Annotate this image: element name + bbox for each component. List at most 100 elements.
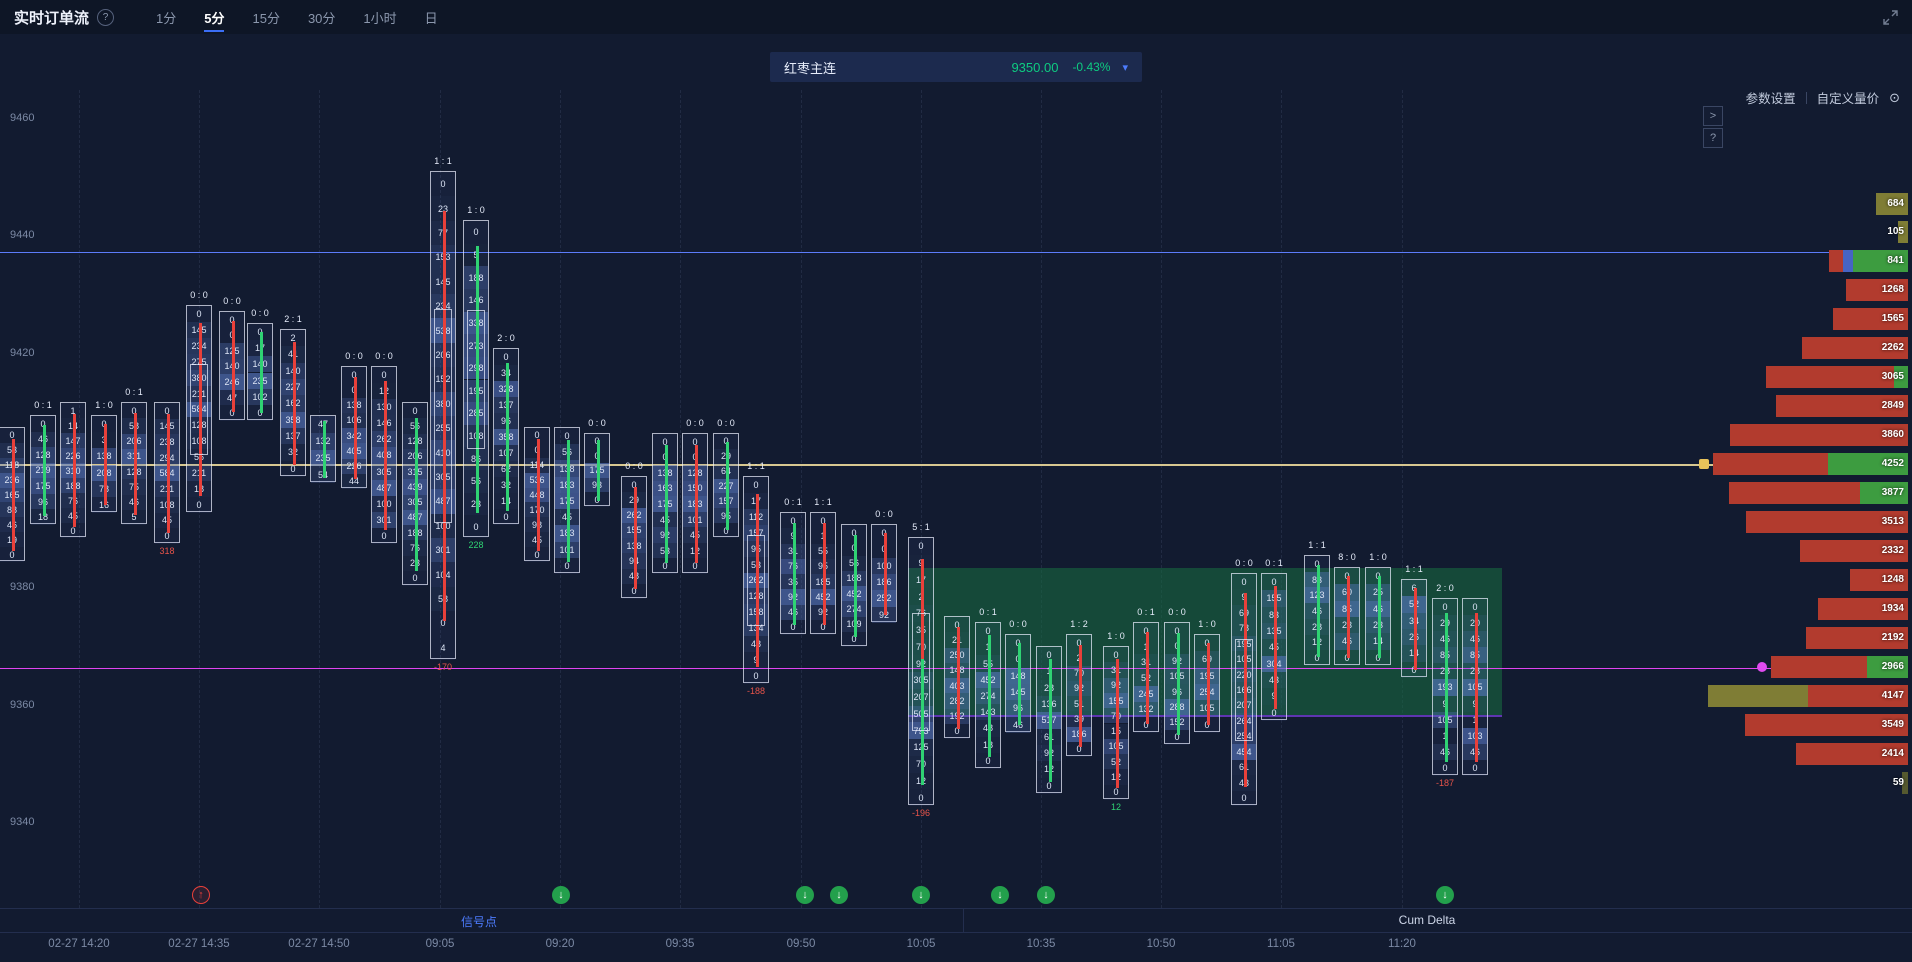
footprint-candle[interactable]: 11414722631018876450 xyxy=(60,402,86,538)
price-cell: 0 xyxy=(976,623,1000,640)
x-axis-label: 09:50 xyxy=(786,938,816,950)
footprint-candle[interactable]: 0531182361658846190 xyxy=(0,427,25,562)
price-cell: 0 xyxy=(744,668,768,684)
delta-line xyxy=(755,493,759,668)
signal-arrow-down[interactable]: ↓ xyxy=(912,886,930,904)
grid-line-vertical xyxy=(319,90,320,908)
imbalance-ratio-label: 1 : 0 xyxy=(1369,552,1387,562)
footprint-candle[interactable]: 0831234628120 xyxy=(1304,555,1330,666)
footprint-candle[interactable]: 014523427538021158412810856211180 xyxy=(186,305,212,513)
imbalance-ratio-label: 0 : 0 xyxy=(625,461,643,471)
footprint-candle[interactable]: 03192155701510552120 xyxy=(1103,646,1129,800)
instrument-selector[interactable]: 红枣主连 9350.00 -0.43% ▾ xyxy=(770,52,1142,82)
tab-timeframe-0[interactable]: 1分 xyxy=(156,10,177,26)
price-cell: 0 xyxy=(525,547,549,562)
footprint-candle[interactable]: 0237715314523453820615238025541030548710… xyxy=(430,171,456,660)
footprint-candle[interactable]: 01711215795532621281581344890 xyxy=(743,476,769,684)
footprint-candle[interactable]: 0013810634240522644 xyxy=(341,366,367,489)
footprint-candle[interactable]: 0212501484032821920 xyxy=(944,616,970,739)
y-axis-label: 9340 xyxy=(10,816,35,828)
timeframe-tabs: 1分 5分 15分 30分 1小时 日 xyxy=(156,0,438,34)
footprint-candle[interactable]: 0171402351020 xyxy=(247,323,273,421)
signal-pane-label[interactable]: 信号点 xyxy=(460,915,497,929)
signal-arrow-down[interactable]: ↓ xyxy=(1436,886,1454,904)
signal-arrow-down[interactable]: ↓ xyxy=(796,886,814,904)
custom-volume-link[interactable]: 自定义量价 xyxy=(1816,92,1880,106)
params-settings-link[interactable]: 参数设置 xyxy=(1745,92,1796,106)
footprint-candle[interactable]: 00561884522741090 xyxy=(841,524,867,647)
signal-arrow-down[interactable]: ↓ xyxy=(552,886,570,904)
footprint-candle[interactable]: 0254623140 xyxy=(1365,567,1391,666)
fullscreen-icon[interactable] xyxy=(1883,9,1898,25)
collapse-panel-button[interactable]: > xyxy=(1703,106,1723,126)
chart-help-button[interactable]: ? xyxy=(1703,128,1723,148)
price-cell: 0 xyxy=(1037,777,1061,794)
footprint-candle[interactable]: 0691952541050 xyxy=(1194,634,1220,733)
signal-arrow-down[interactable]: ↓ xyxy=(991,886,1009,904)
footprint-candle[interactable]: 051881463382732981952851088656230 xyxy=(463,220,489,538)
footprint-candle[interactable]: 05820631112875465 xyxy=(121,402,147,525)
footprint-candle[interactable]: 02946852819391051460 xyxy=(1432,598,1458,776)
price-cell: 0 xyxy=(431,172,455,197)
footprint-candle[interactable]: 0010018625292 xyxy=(871,524,897,623)
footprint-candle[interactable]: 0608523460 xyxy=(1334,567,1360,666)
target-icon[interactable]: ⊙ xyxy=(1889,89,1900,105)
footprint-candle[interactable]: 001481459646 xyxy=(1005,634,1031,733)
footprint-candle[interactable]: 001381631754592530 xyxy=(652,433,678,574)
delta-line xyxy=(987,634,991,758)
tab-timeframe-2[interactable]: 15分 xyxy=(252,10,280,26)
y-axis-label: 9420 xyxy=(10,347,35,359)
footprint-candle[interactable]: 031382087816 xyxy=(91,415,117,513)
footprint-candle[interactable]: 0131522451320 xyxy=(1133,622,1159,733)
price-cell: 0 xyxy=(342,367,366,383)
footprint-candle[interactable]: 09697819510522016620726425445461430 xyxy=(1231,573,1257,806)
pane-divider-vertical xyxy=(963,908,964,932)
footprint-candle[interactable]: 00125140246470 xyxy=(219,311,245,421)
delta-line xyxy=(72,413,76,528)
signal-arrow-up[interactable]: ↑ xyxy=(192,886,210,904)
footprint-candle[interactable]: 0012815018310145120 xyxy=(682,433,708,574)
chart-settings-links: 参数设置 自定义量价 ⊙ xyxy=(1746,88,1900,107)
price-cell: 0 xyxy=(555,557,579,574)
footprint-candle[interactable]: 056138183175451831010 xyxy=(554,427,580,574)
tab-timeframe-4[interactable]: 1小时 xyxy=(363,10,397,26)
candle-body-outline xyxy=(912,613,930,731)
footprint-candle[interactable]: 00175930 xyxy=(584,433,610,507)
footprint-candle[interactable]: 4713223554 xyxy=(310,415,336,483)
poc-marker-yellow xyxy=(1699,459,1709,469)
footprint-candle[interactable]: 02964227157950 xyxy=(713,433,739,538)
footprint-candle[interactable]: 241140227162358137320 xyxy=(280,329,306,477)
price-cell: 0 xyxy=(372,527,396,544)
footprint-candle[interactable]: 0931763592460 xyxy=(780,512,806,635)
price-cell: 0 xyxy=(1305,650,1329,666)
footprint-candle[interactable]: 02926215513894480 xyxy=(621,476,647,599)
tab-timeframe-5[interactable]: 日 xyxy=(424,10,438,26)
volume-profile-value: 684 xyxy=(1887,198,1904,209)
footprint-candle[interactable]: 01281365176192120 xyxy=(1036,646,1062,794)
volume-profile-segment xyxy=(1843,250,1853,272)
footprint-candle[interactable]: 0092105962881520 xyxy=(1164,622,1190,745)
footprint-candle[interactable]: 0011453644817098450 xyxy=(524,427,550,562)
signal-arrow-down[interactable]: ↓ xyxy=(830,886,848,904)
tab-timeframe-1[interactable]: 5分 xyxy=(204,2,225,32)
volume-profile-value: 3065 xyxy=(1881,371,1904,382)
footprint-candle[interactable]: 02709251391860 xyxy=(1066,634,1092,757)
footprint-candle[interactable]: 0461282191759618 xyxy=(30,415,56,525)
tab-timeframe-3[interactable]: 30分 xyxy=(307,10,336,26)
footprint-candle[interactable]: 05612820631543930548718876230 xyxy=(402,402,428,586)
help-icon[interactable]: ? xyxy=(97,8,115,26)
price-cell: 0 xyxy=(811,619,835,635)
footprint-candle[interactable]: 0145238294584211108450 xyxy=(154,402,180,544)
footprint-candle[interactable]: 034328137963581076232140 xyxy=(493,348,519,525)
delta-line xyxy=(1474,613,1478,762)
footprint-candle[interactable]: 015595185452920 xyxy=(810,512,836,635)
footprint-candle[interactable]: 0121301462624083054871003010 xyxy=(371,366,397,544)
footprint-candle[interactable]: 6523426140 xyxy=(1401,579,1427,678)
footprint-candle[interactable]: 02046852810591103460 xyxy=(1462,598,1488,776)
footprint-candle[interactable]: 015545227414348180 xyxy=(975,622,1001,769)
footprint-candle[interactable]: 091727635709230520750579312570120 xyxy=(908,537,934,806)
footprint-candle[interactable]: 015583135453044390 xyxy=(1261,573,1287,721)
delta-line xyxy=(566,439,570,563)
signal-arrow-down[interactable]: ↓ xyxy=(1037,886,1055,904)
